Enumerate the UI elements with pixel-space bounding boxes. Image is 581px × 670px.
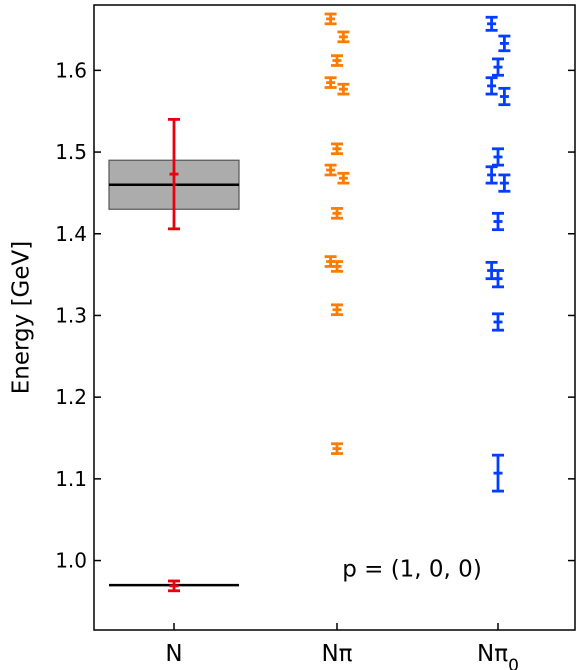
x-tick-label-n-pi0: Nπ0 <box>477 641 519 670</box>
data-point-n-pi-2 <box>331 54 343 67</box>
x-tick-label-n-pi: Nπ <box>321 641 352 667</box>
plot-frame <box>93 4 576 631</box>
data-point-n-pi-5 <box>331 142 343 156</box>
data-point-n-pi0-4 <box>498 86 511 107</box>
data-point-n-pi-0 <box>324 12 337 26</box>
data-point-n-pi0-8 <box>492 211 504 232</box>
data-point-n-pi0-2 <box>492 57 504 77</box>
data-point-n-pi0-10 <box>492 269 504 289</box>
data-point-n-1 <box>168 117 180 231</box>
data-point-n-pi0-0 <box>485 15 498 32</box>
y-axis-title: Energy [GeV] <box>9 241 35 395</box>
data-point-n-pi0-12 <box>492 453 504 493</box>
data-point-n-pi-11 <box>331 303 343 317</box>
data-point-n-pi0-6 <box>485 165 498 185</box>
data-point-n-pi0-5 <box>492 147 504 167</box>
data-point-n-pi-12 <box>331 442 343 455</box>
y-tick-label: 1.6 <box>55 58 87 82</box>
data-point-n-pi-3 <box>324 76 337 89</box>
x-tick-label-n: N <box>165 641 182 667</box>
data-point-n-pi-4 <box>337 82 350 96</box>
data-point-n-pi-6 <box>324 163 337 177</box>
y-tick-label: 1.0 <box>55 549 87 573</box>
data-point-n-0 <box>168 579 180 593</box>
reference-line-layer <box>109 183 239 587</box>
data-point-n-pi0-3 <box>485 76 498 96</box>
data-point-n-pi0-11 <box>492 312 504 332</box>
data-point-n-pi-7 <box>337 171 350 185</box>
data-point-n-pi-1 <box>337 30 350 44</box>
momentum-annotation: p = (1, 0, 0) <box>342 557 482 583</box>
y-axis-ticks: 1.0 1.1 1.2 1.3 1.4 1.5 1.6 <box>55 58 575 573</box>
data-point-n-pi0-1 <box>498 34 511 53</box>
data-point-n-pi0-7 <box>498 173 511 193</box>
y-tick-label: 1.3 <box>55 303 87 327</box>
y-tick-label: 1.1 <box>55 467 87 491</box>
data-point-n-pi-10 <box>331 260 343 273</box>
y-tick-label: 1.2 <box>55 385 87 409</box>
x-axis-ticks: N Nπ Nπ0 <box>165 623 519 670</box>
y-tick-label: 1.5 <box>55 140 87 164</box>
data-point-layer <box>168 12 511 593</box>
data-point-n-pi-8 <box>331 207 343 220</box>
y-tick-label: 1.4 <box>55 222 87 246</box>
